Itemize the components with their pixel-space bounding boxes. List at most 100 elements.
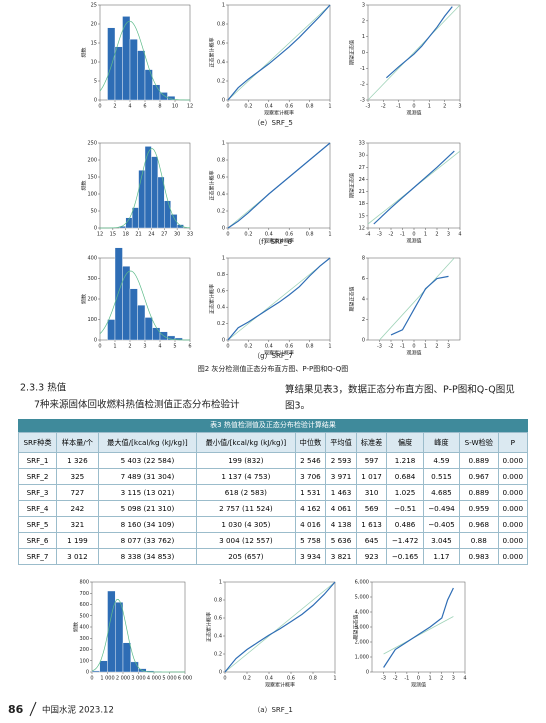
x-tick-label: -1 bbox=[400, 232, 405, 238]
x-axis-label: 观测值 bbox=[411, 682, 426, 689]
cell: 8 160 (34 109) bbox=[97, 516, 198, 533]
y-tick-label: 21 bbox=[359, 189, 365, 195]
x-tick-label: 0 bbox=[98, 104, 101, 110]
y-tick-label: 0.6 bbox=[217, 175, 225, 181]
y-axis-label: 正态累计概率 bbox=[209, 284, 216, 314]
cell: 1 326 bbox=[56, 452, 99, 469]
y-tick-label: 4,000 bbox=[355, 610, 369, 616]
cell: 0.684 bbox=[386, 468, 424, 485]
y-tick-label: 1 bbox=[219, 580, 222, 586]
x-tick-label: 0.4 bbox=[265, 676, 273, 682]
cell: 199 (832) bbox=[196, 452, 296, 469]
column-header: 平均值 bbox=[325, 432, 357, 453]
observed-line bbox=[227, 257, 331, 341]
fit-curve bbox=[99, 20, 190, 101]
cell: 4 061 bbox=[325, 500, 357, 517]
paragraph: 算结果见表3，数据正态分布直方图、P-P图和Q-Q图见 bbox=[285, 384, 515, 396]
plot-frame bbox=[227, 142, 331, 229]
table-grid: SRF种类 样本量/个 最大值/[kcal/kg (kJ/kg)] 最小值/[kcal… bbox=[17, 432, 528, 565]
cell: 0.000 bbox=[497, 468, 528, 485]
x-tick-label: 3 bbox=[447, 344, 450, 350]
x-tick-label: 0 bbox=[412, 232, 415, 238]
y-tick-label: 15 bbox=[359, 213, 365, 219]
cell: 8 338 (34 853) bbox=[97, 548, 198, 565]
y-tick-label: 0.2 bbox=[214, 652, 222, 658]
y-tick-label: -2 bbox=[360, 82, 365, 88]
column-header: 标准差 bbox=[355, 432, 388, 453]
x-tick-label: -3 bbox=[377, 344, 382, 350]
y-axis-label: 正态累计概率 bbox=[209, 37, 216, 67]
bar bbox=[107, 27, 116, 101]
y-tick-label: 0.4 bbox=[217, 192, 225, 198]
cell: 5 098 (21 310) bbox=[97, 500, 198, 517]
column-header: 峰度 bbox=[422, 432, 461, 453]
page-number: 86 bbox=[8, 703, 24, 716]
cell: 8 077 (33 762) bbox=[97, 532, 198, 549]
y-tick-label: 30 bbox=[359, 153, 365, 159]
journal: 中国水泥 2023.12 bbox=[42, 705, 114, 716]
x-tick-label: 0 bbox=[226, 104, 229, 110]
y-axis-label: 频数 bbox=[81, 47, 88, 57]
y-tick-label: 5 bbox=[94, 79, 97, 85]
cell: SRF_7 bbox=[17, 548, 58, 565]
y-tick-label: 5,000 bbox=[355, 595, 369, 601]
y-tick-label: 0 bbox=[94, 226, 97, 232]
x-axis-label: 观察累计概率 bbox=[264, 110, 294, 117]
bar bbox=[107, 319, 116, 341]
y-tick-label: 0.8 bbox=[217, 22, 225, 28]
y-tick-label: 0 bbox=[222, 98, 225, 104]
reference-line bbox=[227, 257, 331, 341]
bar bbox=[115, 602, 124, 673]
cell: 0.000 bbox=[497, 516, 528, 533]
x-tick-label: -4 bbox=[366, 232, 371, 238]
x-tick-label: 1 bbox=[328, 104, 331, 110]
reference-line bbox=[227, 4, 331, 101]
y-tick-label: 0.4 bbox=[217, 305, 225, 311]
cell: 597 bbox=[355, 452, 388, 469]
x-tick-label: 15 bbox=[110, 232, 116, 238]
cell: 325 bbox=[56, 468, 99, 485]
bar bbox=[137, 304, 146, 341]
y-tick-label: 0 bbox=[362, 338, 365, 344]
cell: 2 593 bbox=[325, 452, 357, 469]
y-tick-label: 1 bbox=[222, 141, 225, 147]
observed-line bbox=[224, 581, 336, 673]
cell: 0.967 bbox=[459, 468, 499, 485]
y-tick-label: 0 bbox=[362, 50, 365, 56]
x-tick-label: 0.8 bbox=[306, 344, 314, 350]
x-tick-label: -3 bbox=[377, 232, 382, 238]
y-tick-label: 0.6 bbox=[217, 41, 225, 47]
x-tick-label: 1 bbox=[328, 344, 331, 350]
x-tick-label: 6 bbox=[188, 344, 191, 350]
y-tick-label: 8 bbox=[362, 256, 365, 262]
y-tick-label: 100 bbox=[79, 658, 89, 664]
bar bbox=[167, 95, 176, 101]
bar bbox=[137, 50, 146, 101]
cell: 0.515 bbox=[422, 468, 461, 485]
table: 表3 热值检测值及正态分布检验计算结果 SRF种类 样本量/个 最大值/[kcal/… bbox=[17, 419, 528, 565]
x-tick-label: -2 bbox=[389, 344, 394, 350]
bar bbox=[114, 46, 123, 101]
x-tick-label: 3 bbox=[452, 676, 455, 682]
plot-frame bbox=[227, 4, 331, 101]
x-tick-label: 0.2 bbox=[244, 232, 252, 238]
x-tick-label: 3 bbox=[447, 232, 450, 238]
y-tick-label: 300 bbox=[87, 276, 97, 282]
x-tick-label: 4 bbox=[463, 676, 466, 682]
plot-frame bbox=[371, 581, 466, 673]
cell: 1 017 bbox=[355, 468, 388, 485]
cell: SRF_2 bbox=[17, 468, 58, 485]
y-tick-label: 100 bbox=[87, 192, 97, 198]
y-tick-label: 150 bbox=[87, 175, 97, 181]
y-tick-label: 0 bbox=[94, 338, 97, 344]
subcaption: （g）SRF_7 bbox=[253, 352, 293, 360]
x-tick-label: 0.2 bbox=[244, 344, 252, 350]
x-tick-label: 0.8 bbox=[306, 104, 314, 110]
bar bbox=[130, 661, 139, 673]
x-tick-label: 2 bbox=[113, 104, 116, 110]
x-tick-label: 1 bbox=[328, 232, 331, 238]
x-tick-label: 0.4 bbox=[265, 344, 273, 350]
x-tick-label: 30 bbox=[174, 232, 180, 238]
column-header: 最大值/[kcal/kg (kJ/kg)] bbox=[97, 432, 198, 453]
